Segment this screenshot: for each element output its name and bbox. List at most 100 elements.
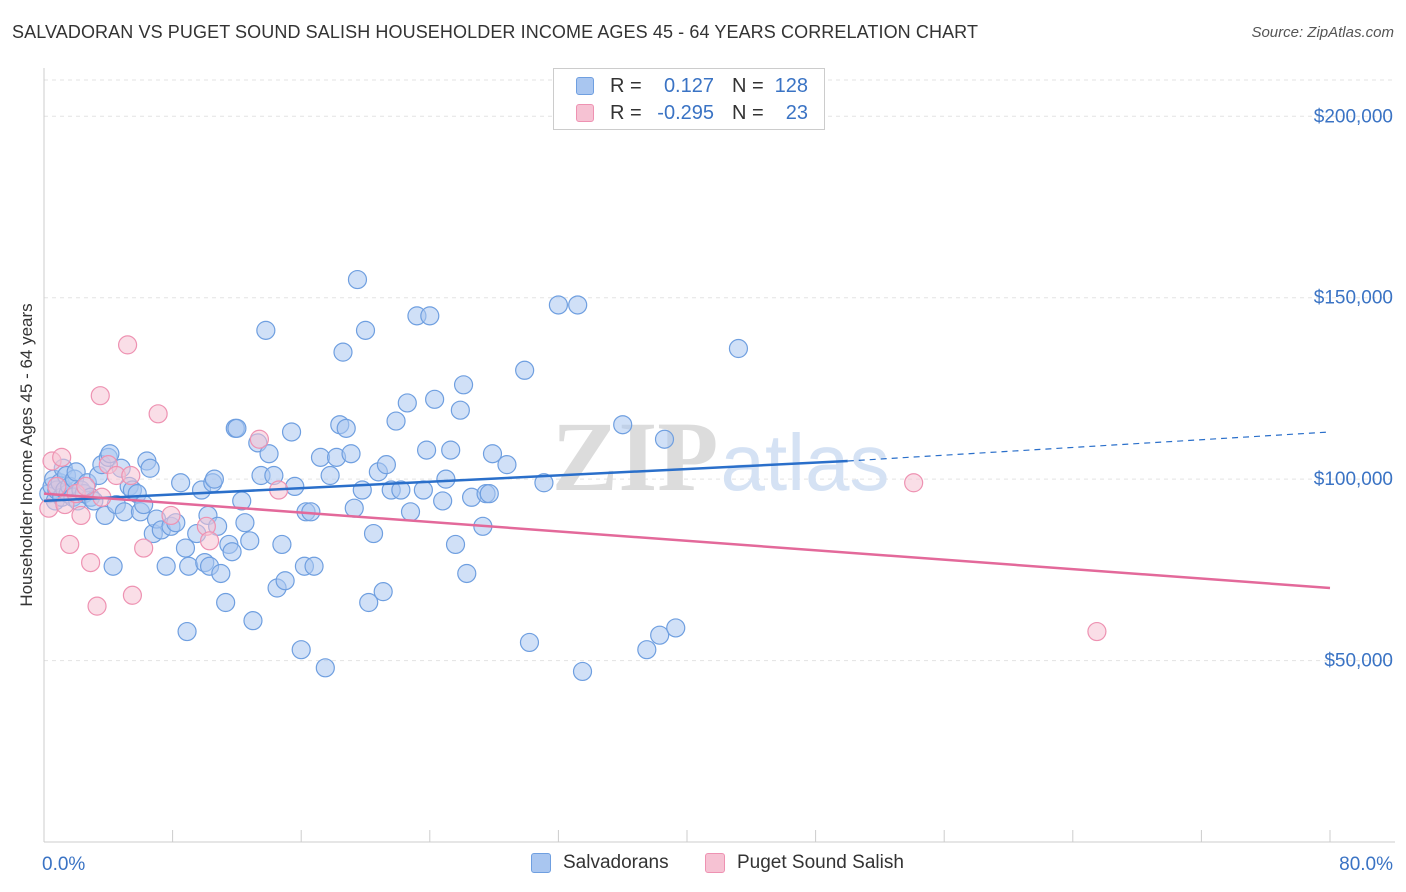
- data-point: [397, 393, 417, 413]
- data-point: [90, 386, 110, 406]
- data-point: [436, 469, 456, 489]
- data-point: [425, 389, 445, 409]
- data-point: [666, 618, 686, 638]
- data-point: [281, 422, 302, 442]
- data-point: [87, 596, 107, 616]
- data-point: [728, 338, 749, 359]
- data-point: [320, 465, 340, 486]
- data-point: [227, 418, 247, 438]
- data-point: [134, 538, 154, 558]
- data-point: [117, 335, 138, 355]
- data-point: [904, 473, 924, 493]
- data-point: [199, 531, 220, 551]
- data-point: [134, 494, 154, 515]
- data-point: [654, 429, 675, 449]
- data-point: [413, 480, 433, 500]
- legend-item-puget-sound-salish: Puget Sound Salish: [705, 852, 904, 874]
- legend-label: Puget Sound Salish: [737, 852, 904, 873]
- data-point: [613, 415, 633, 435]
- trend-line-puget-sound-salish: [43, 492, 1331, 590]
- data-point: [1087, 621, 1107, 642]
- chart-title: SALVADORAN VS PUGET SOUND SALISH HOUSEHO…: [12, 22, 979, 42]
- legend-r-label: R =: [610, 74, 642, 97]
- data-point: [71, 505, 91, 526]
- data-point: [457, 563, 477, 584]
- y-tick-label: $100,000: [1314, 469, 1393, 490]
- data-point: [363, 523, 384, 544]
- data-point: [76, 476, 96, 496]
- watermark-zip: ZIP: [552, 401, 719, 512]
- data-point: [259, 444, 279, 464]
- data-point: [310, 447, 331, 467]
- data-point: [121, 465, 141, 486]
- data-point: [47, 476, 67, 496]
- watermark: ZIP atlas: [552, 401, 890, 512]
- data-point: [171, 473, 191, 493]
- data-point: [60, 534, 80, 555]
- legend-label: Salvadorans: [563, 852, 669, 873]
- data-point: [391, 480, 411, 500]
- data-point: [355, 320, 376, 340]
- legend-r-value: 0.127: [663, 74, 714, 97]
- trend-lines: [43, 431, 1331, 590]
- data-point: [336, 418, 356, 438]
- legend-swatch-blue: [531, 853, 551, 873]
- data-point: [416, 440, 437, 460]
- data-point: [376, 455, 396, 475]
- data-point: [256, 320, 276, 340]
- data-point: [103, 556, 123, 576]
- series-legend: Salvadorans Puget Sound Salish: [0, 852, 1406, 876]
- data-point: [420, 306, 440, 326]
- data-point: [341, 444, 361, 464]
- legend-swatch-blue: [576, 77, 594, 95]
- data-point: [140, 458, 160, 478]
- legend-r-label: R =: [610, 101, 642, 124]
- data-point: [304, 556, 324, 576]
- legend-item-salvadorans: Salvadorans: [531, 852, 669, 874]
- data-point: [479, 484, 499, 504]
- data-point: [114, 502, 134, 522]
- x-tick-label-min: 0.0%: [42, 854, 85, 875]
- legend-swatch-pink: [576, 104, 594, 122]
- data-point: [161, 505, 181, 526]
- axes: [43, 68, 1395, 843]
- legend-n-value: 23: [785, 101, 808, 124]
- data-point: [344, 498, 364, 518]
- data-point: [441, 440, 461, 460]
- data-point: [81, 552, 101, 573]
- tick-labels: $50,000 $100,000 $150,000 $200,000 0.0% 80.0%: [42, 106, 1393, 875]
- data-point: [497, 455, 517, 475]
- data-point: [291, 640, 311, 660]
- data-point: [315, 658, 335, 678]
- legend-n-label: N =: [732, 74, 764, 97]
- data-point: [568, 295, 588, 315]
- data-point: [359, 592, 379, 613]
- x-tick-label-max: 80.0%: [1339, 854, 1393, 875]
- data-point: [272, 534, 292, 555]
- data-point: [333, 342, 353, 362]
- data-point: [240, 531, 260, 551]
- data-point: [482, 444, 503, 464]
- data-point: [216, 592, 236, 613]
- trend-line-salvadorans-extension: [847, 431, 1331, 462]
- data-point: [249, 429, 270, 449]
- data-point: [235, 513, 255, 533]
- source-label: Source: ZipAtlas.com: [1251, 24, 1394, 41]
- data-point: [400, 502, 421, 522]
- correlation-legend: R = 0.127 N = 128 R = -0.295 N = 23: [553, 68, 825, 130]
- data-point: [177, 621, 197, 642]
- legend-row-salvadorans: R = 0.127 N = 128: [576, 73, 808, 99]
- data-point: [519, 632, 540, 653]
- legend-n-value: 128: [774, 74, 808, 97]
- gridlines: [44, 79, 1395, 662]
- data-point: [148, 404, 168, 424]
- legend-row-puget-sound-salish: R = -0.295 N = 23: [576, 100, 808, 126]
- data-point: [285, 476, 305, 496]
- legend-n-label: N =: [732, 101, 764, 124]
- data-point: [450, 400, 470, 420]
- legend-r-value: -0.295: [657, 101, 714, 124]
- legend-swatch-pink: [705, 853, 725, 873]
- trend-line-salvadorans: [43, 459, 848, 503]
- y-tick-label: $50,000: [1324, 651, 1393, 672]
